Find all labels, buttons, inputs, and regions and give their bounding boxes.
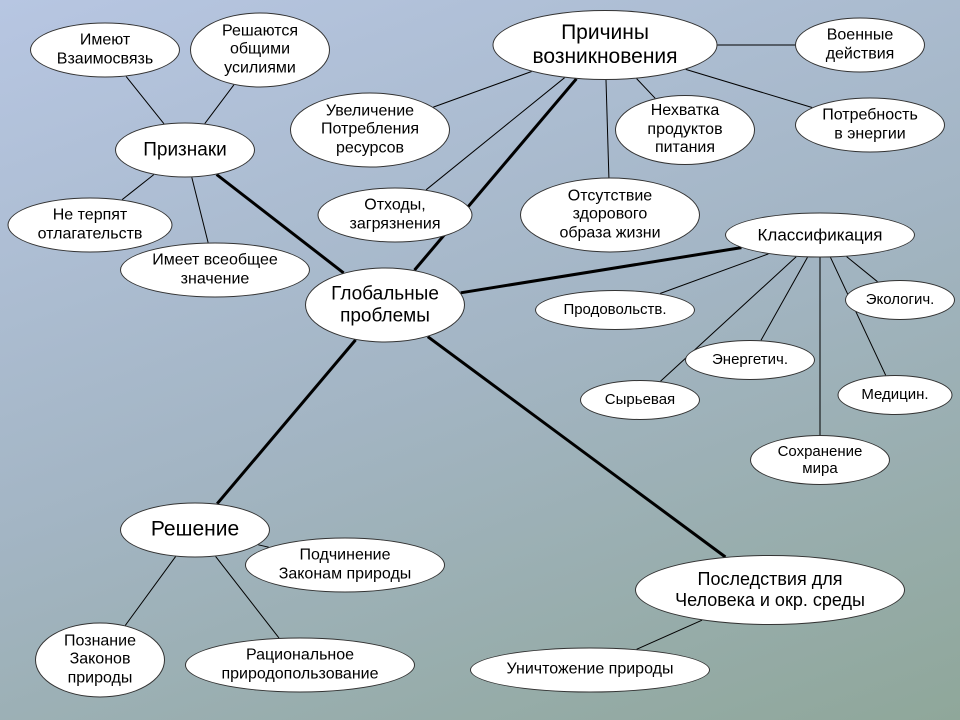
node-label: Нехваткапродуктовпитания xyxy=(647,102,722,157)
node-vseobsh: Имеет всеобщеезначение xyxy=(120,243,310,298)
node-energet: Энергетич. xyxy=(685,340,815,380)
node-center: Глобальныепроблемы xyxy=(305,268,465,343)
node-otkhody: Отходы,загрязнения xyxy=(318,188,473,243)
node-label: Военныедействия xyxy=(826,27,895,64)
edge xyxy=(217,340,355,504)
node-vzaimo: ИмеютВзаимосвязь xyxy=(30,23,180,78)
edge xyxy=(637,79,656,99)
edge xyxy=(428,337,726,557)
edge xyxy=(637,620,702,649)
node-label: Сохранениемира xyxy=(778,443,863,478)
node-poznanie: ПознаниеЗаконовприроды xyxy=(35,623,165,698)
node-label: Причинывозникновения xyxy=(532,21,677,69)
node-obshimi: Решаютсяобщимиусилиями xyxy=(190,13,330,88)
node-label: Последствия дляЧеловека и окр. среды xyxy=(675,569,865,610)
node-syrev: Сырьевая xyxy=(580,380,700,420)
node-label: ПодчинениеЗаконам природы xyxy=(279,547,412,584)
edge xyxy=(660,254,768,294)
node-label: Продовольств. xyxy=(563,301,666,318)
node-ekolog: Экологич. xyxy=(845,280,955,320)
edge xyxy=(122,175,154,200)
node-podchin: ПодчинениеЗаконам природы xyxy=(245,538,445,593)
node-label: Медицин. xyxy=(861,386,928,403)
node-posled: Последствия дляЧеловека и окр. среды xyxy=(635,555,905,625)
node-label: Сырьевая xyxy=(605,391,675,408)
node-medicin: Медицин. xyxy=(838,375,953,415)
node-label: Потребностьв энергии xyxy=(822,107,918,144)
node-neterpyat: Не терпятотлагательств xyxy=(8,198,173,253)
node-priznaki: Признаки xyxy=(115,123,255,178)
edge xyxy=(192,177,208,242)
node-resurs: УвеличениеПотребленияресурсов xyxy=(290,93,450,168)
node-label: Признаки xyxy=(143,139,227,161)
node-label: Уничтожение природы xyxy=(507,661,674,679)
edge xyxy=(461,248,742,293)
edge xyxy=(125,557,175,626)
node-prodovol: Продовольств. xyxy=(535,290,695,330)
node-label: ПознаниеЗаконовприроды xyxy=(64,632,136,687)
edge xyxy=(126,76,164,123)
node-label: Отсутствиездоровогообраза жизни xyxy=(559,187,660,242)
node-label: Решаютсяобщимиусилиями xyxy=(222,22,298,77)
node-label: Не терпятотлагательств xyxy=(38,207,143,244)
edge xyxy=(606,80,609,178)
node-energia: Потребностьв энергии xyxy=(795,98,945,153)
mindmap-canvas: Глобальныепроблемы Признаки ИмеютВзаимосвя… xyxy=(0,0,960,720)
node-label: ИмеютВзаимосвязь xyxy=(57,32,153,69)
node-voennye: Военныедействия xyxy=(795,18,925,73)
node-klass: Классификация xyxy=(725,213,915,258)
edge xyxy=(433,72,531,108)
node-label: Энергетич. xyxy=(712,351,788,368)
node-label: Имеет всеобщеезначение xyxy=(152,252,278,289)
node-label: УвеличениеПотребленияресурсов xyxy=(321,102,419,157)
node-label: Глобальныепроблемы xyxy=(331,283,439,327)
edge xyxy=(205,85,234,124)
node-zdorov: Отсутствиездоровогообраза жизни xyxy=(520,178,700,253)
node-prichiny: Причинывозникновения xyxy=(493,10,718,80)
node-unicht: Уничтожение природы xyxy=(470,648,710,693)
node-nekhvatka: Нехваткапродуктовпитания xyxy=(615,95,755,165)
edge xyxy=(847,257,878,282)
edge xyxy=(761,257,808,340)
node-reshenie: Решение xyxy=(120,503,270,558)
node-label: Рациональноеприродопользование xyxy=(221,647,378,684)
node-label: Решение xyxy=(151,518,239,542)
node-label: Экологич. xyxy=(866,291,935,308)
node-label: Отходы,загрязнения xyxy=(350,197,441,234)
node-ration: Рациональноеприродопользование xyxy=(185,638,415,693)
node-label: Классификация xyxy=(758,225,883,245)
node-sokhr: Сохранениемира xyxy=(750,435,890,485)
